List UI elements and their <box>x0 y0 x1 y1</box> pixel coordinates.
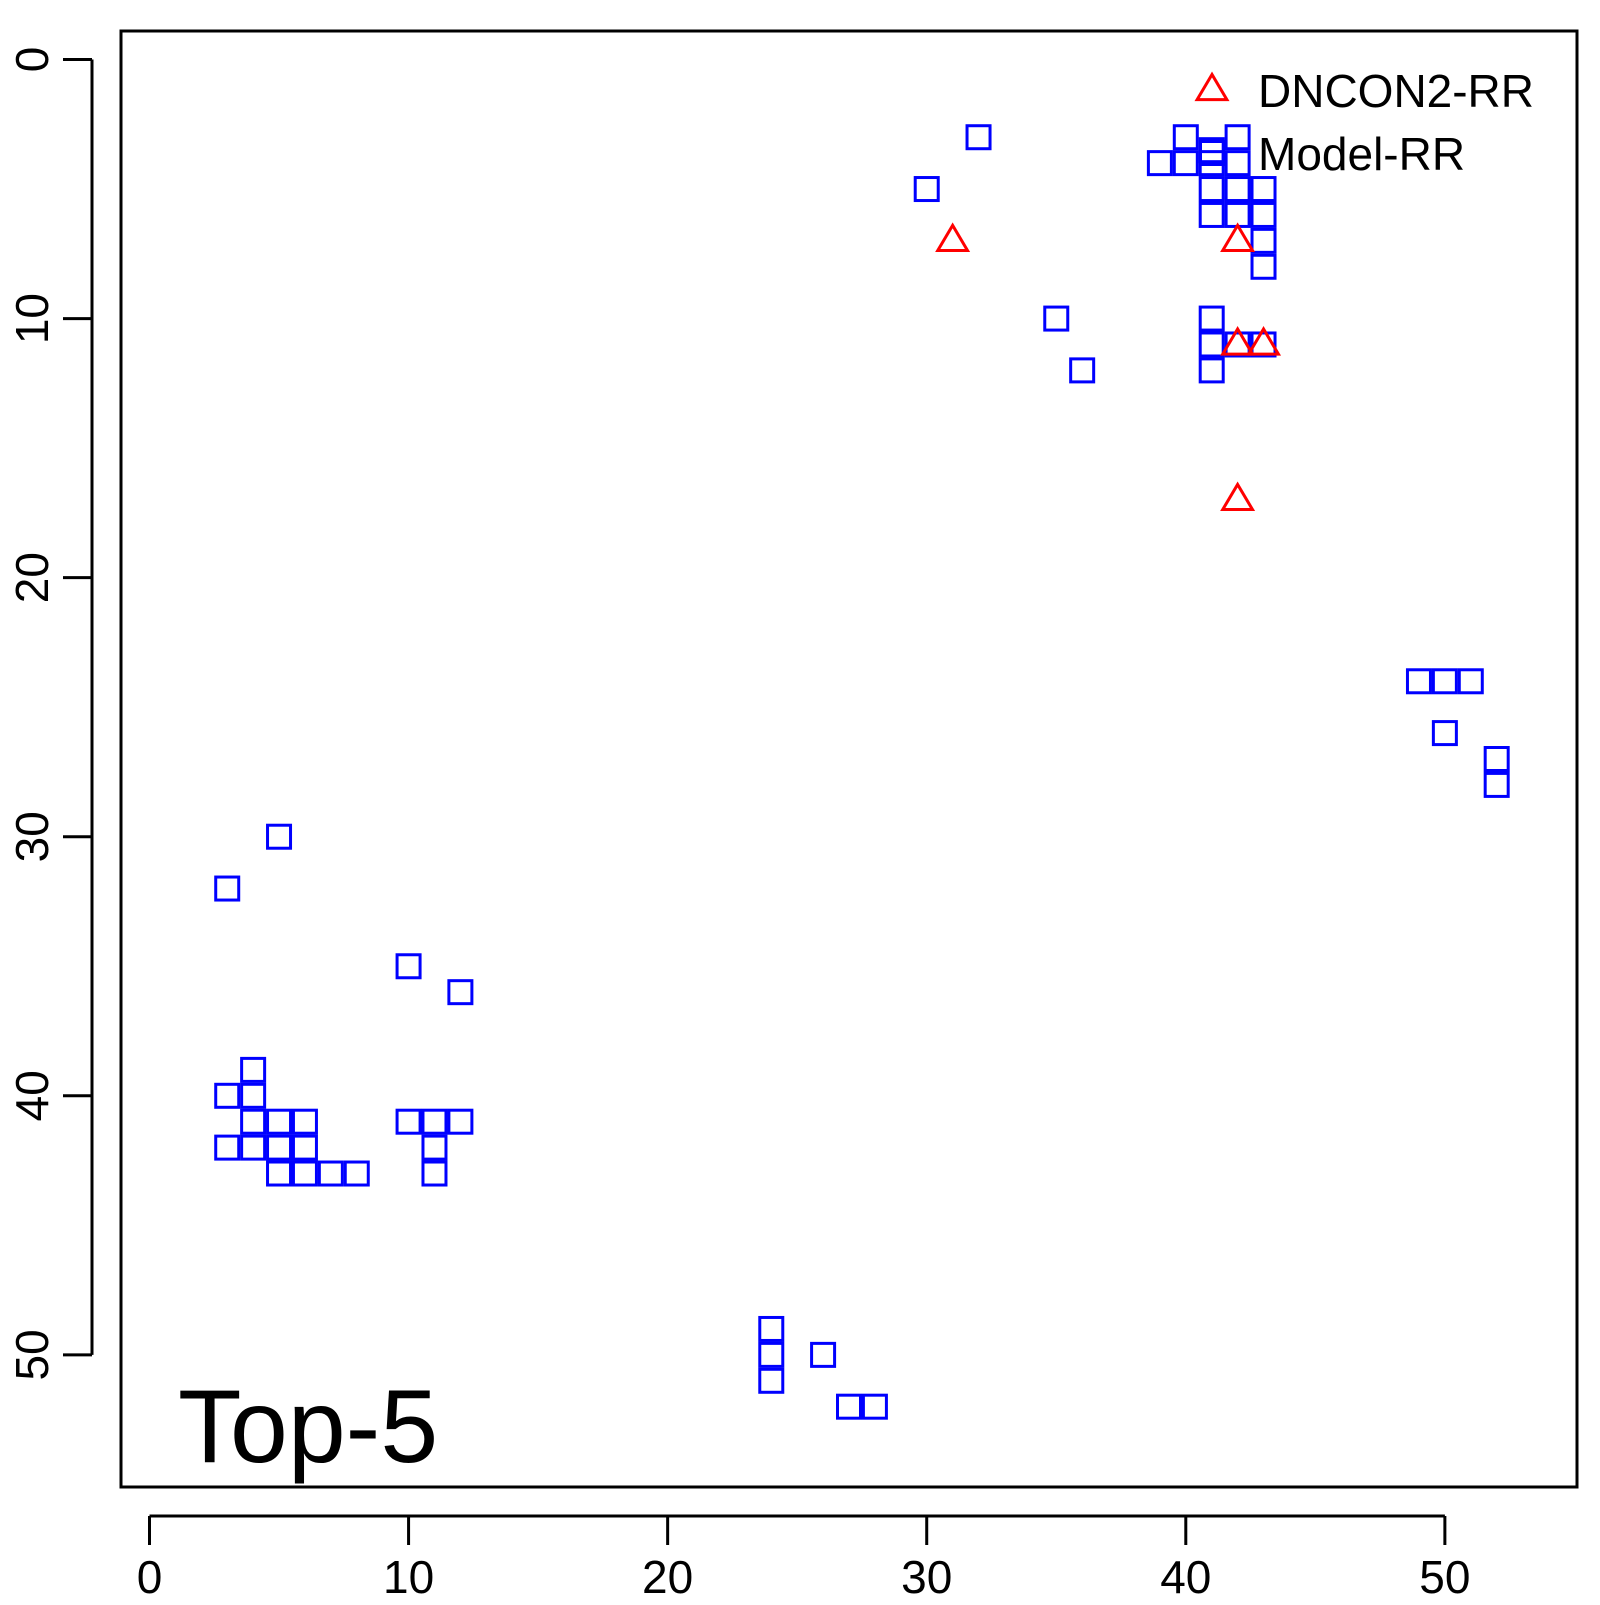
plot-frame <box>119 29 1579 1489</box>
model-rr-point <box>758 1367 785 1394</box>
model-rr-point <box>1198 331 1225 358</box>
x-tick-label: 20 <box>642 1551 693 1600</box>
x-tick-label: 40 <box>1160 1551 1211 1600</box>
model-rr-point <box>317 1160 344 1187</box>
chart-annotation: Top-5 <box>178 1369 438 1485</box>
model-rr-point <box>1224 331 1251 358</box>
model-rr-point <box>266 1160 293 1187</box>
dncon2-rr-point <box>1220 326 1256 356</box>
x-tick-label: 0 <box>137 1551 163 1600</box>
model-rr-point <box>1069 357 1096 384</box>
model-rr-point <box>1172 150 1199 177</box>
model-rr-point <box>1198 176 1225 203</box>
dncon2-rr-point <box>1220 222 1256 252</box>
y-tick-label: 0 <box>6 47 58 73</box>
model-rr-point <box>1198 201 1225 228</box>
model-rr-point <box>421 1160 448 1187</box>
legend-dncon2-rr-label: DNCON2-RR <box>1258 65 1534 117</box>
model-rr-point <box>1198 357 1225 384</box>
x-tick-label: 10 <box>383 1551 434 1600</box>
model-rr-point <box>240 1108 267 1135</box>
model-rr-point <box>1483 771 1510 798</box>
legend: DNCON2-RR Model-RR <box>1194 65 1534 180</box>
model-rr-point <box>1250 227 1277 254</box>
model-rr-point <box>1172 124 1199 151</box>
x-axis: 0 10 20 30 40 50 <box>137 1514 1470 1603</box>
y-axis: 0 10 20 30 40 50 <box>6 47 94 1380</box>
model-rr-point <box>758 1341 785 1368</box>
model-rr-point <box>1224 124 1251 151</box>
model-rr-point <box>421 1134 448 1161</box>
model-rr-point <box>447 979 474 1006</box>
model-rr-point <box>1431 720 1458 747</box>
model-rr-point <box>291 1160 318 1187</box>
model-rr-point <box>1250 253 1277 280</box>
legend-model-rr-label: Model-RR <box>1258 128 1465 180</box>
model-rr-point <box>266 823 293 850</box>
model-rr-point <box>861 1393 888 1420</box>
model-rr-point <box>1146 150 1173 177</box>
model-rr-point <box>266 1134 293 1161</box>
model-rr-point <box>965 124 992 151</box>
legend-model-rr-marker <box>1199 140 1225 166</box>
x-tick-label: 50 <box>1419 1551 1470 1600</box>
dncon2-rr-point <box>1220 481 1256 512</box>
legend-dncon2-rr-marker <box>1194 71 1230 102</box>
model-rr-point <box>1431 668 1458 695</box>
y-tick-label: 10 <box>6 293 58 344</box>
model-rr-point <box>421 1108 448 1135</box>
model-rr-point <box>1224 150 1251 177</box>
y-tick-label: 40 <box>6 1070 58 1121</box>
data-points <box>214 124 1510 1420</box>
model-rr-point <box>291 1134 318 1161</box>
model-rr-point <box>214 1134 241 1161</box>
dncon2-rr-point <box>935 222 971 252</box>
model-rr-point <box>1405 668 1432 695</box>
model-rr-point <box>1043 305 1070 332</box>
model-rr-point <box>1250 176 1277 203</box>
model-rr-point <box>1250 331 1277 358</box>
model-rr-point <box>291 1108 318 1135</box>
model-rr-point <box>1457 668 1484 695</box>
model-rr-point <box>214 875 241 902</box>
model-rr-point <box>758 1315 785 1342</box>
model-rr-point <box>240 1134 267 1161</box>
model-rr-point <box>266 1108 293 1135</box>
x-tick-label: 30 <box>901 1551 952 1600</box>
model-rr-point <box>240 1056 267 1083</box>
model-rr-point <box>913 176 940 203</box>
model-rr-point <box>1483 746 1510 772</box>
y-tick-label: 30 <box>6 811 58 862</box>
model-rr-point <box>810 1341 837 1368</box>
model-rr-point <box>1250 201 1277 228</box>
model-rr-point <box>1198 305 1225 332</box>
model-rr-point <box>395 1108 422 1135</box>
dncon2-rr-point <box>1246 326 1282 356</box>
model-rr-point <box>343 1160 370 1187</box>
model-rr-point <box>1224 176 1251 203</box>
model-rr-point <box>395 953 422 980</box>
y-tick-label: 20 <box>6 552 58 603</box>
model-rr-point <box>447 1108 474 1135</box>
y-tick-label: 50 <box>6 1329 58 1380</box>
model-rr-point <box>214 1082 241 1109</box>
model-rr-point <box>240 1082 267 1109</box>
model-rr-point <box>836 1393 862 1420</box>
